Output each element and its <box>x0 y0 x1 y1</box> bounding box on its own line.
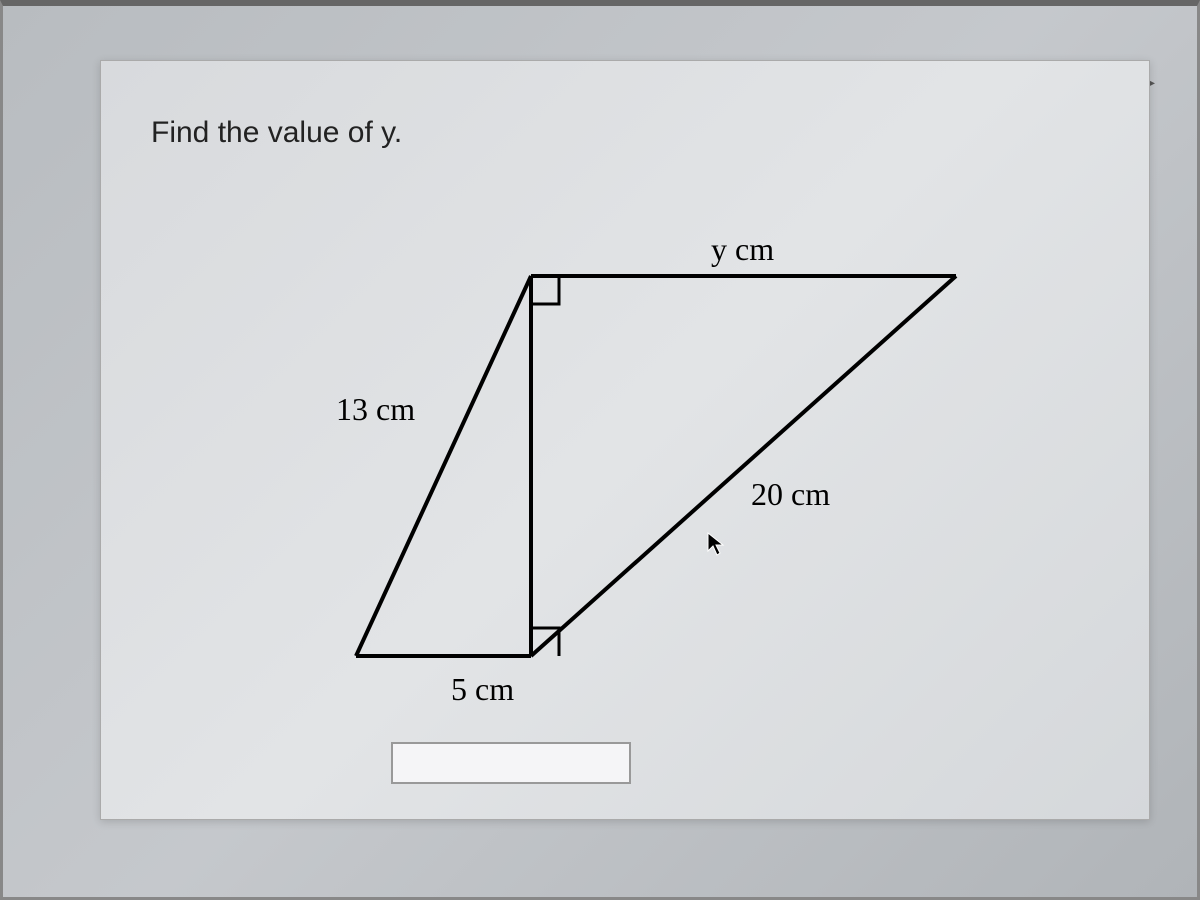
question-panel: Find the value of y. y cm 13 cm 20 cm 5 <box>100 60 1150 820</box>
diagram-container: y cm 13 cm 20 cm 5 cm <box>281 221 981 721</box>
label-5cm: 5 cm <box>451 671 514 708</box>
right-angle-c <box>531 276 559 304</box>
question-prompt: Find the value of y. <box>151 116 402 150</box>
edge-db <box>531 276 956 656</box>
geometry-diagram <box>281 221 981 721</box>
edge-ac <box>356 276 531 656</box>
label-20cm: 20 cm <box>751 476 830 513</box>
label-y: y cm <box>711 231 774 268</box>
label-13cm: 13 cm <box>336 391 415 428</box>
answer-input[interactable] <box>391 742 631 784</box>
